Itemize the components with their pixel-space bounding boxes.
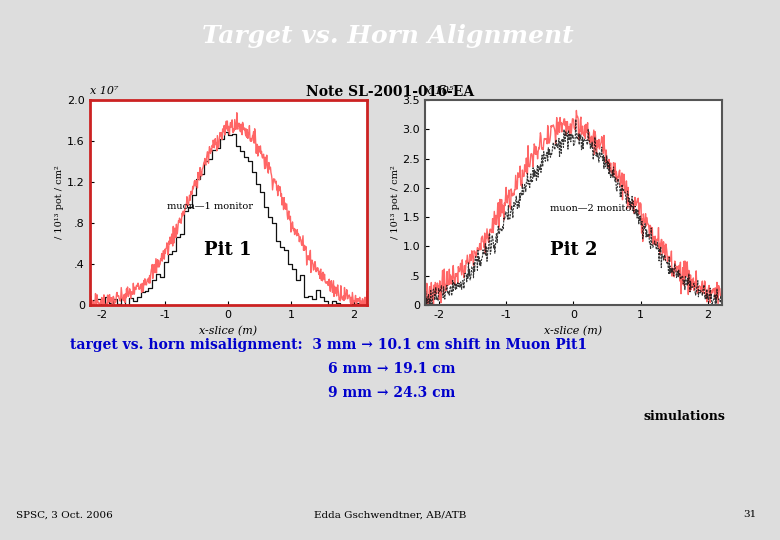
Y-axis label: / 10¹³ pot / cm²: / 10¹³ pot / cm² <box>55 166 64 239</box>
X-axis label: x-slice (m): x-slice (m) <box>199 326 257 336</box>
Y-axis label: / 10¹³ pot / cm²: / 10¹³ pot / cm² <box>391 166 399 239</box>
Text: muon—2 monitor: muon—2 monitor <box>550 204 636 213</box>
Text: Edda Gschwendtner, AB/ATB: Edda Gschwendtner, AB/ATB <box>314 510 466 519</box>
Text: target vs. horn misalignment:  3 mm → 10.1 cm shift in Muon Pit1: target vs. horn misalignment: 3 mm → 10.… <box>70 338 587 352</box>
X-axis label: x-slice (m): x-slice (m) <box>544 326 602 336</box>
Text: 31: 31 <box>743 510 757 519</box>
Text: x 10⁷: x 10⁷ <box>90 86 119 96</box>
Text: x 10⁵: x 10⁵ <box>425 86 454 96</box>
Text: muon—1 monitor: muon—1 monitor <box>167 202 254 211</box>
Text: Note SL-2001-016-EA: Note SL-2001-016-EA <box>306 85 474 99</box>
Text: simulations: simulations <box>644 410 725 423</box>
Text: Target vs. Horn Alignment: Target vs. Horn Alignment <box>202 24 574 49</box>
Text: 6 mm → 19.1 cm: 6 mm → 19.1 cm <box>328 362 455 376</box>
Text: Pit 1: Pit 1 <box>204 241 252 259</box>
Text: SPSC, 3 Oct. 2006: SPSC, 3 Oct. 2006 <box>16 510 112 519</box>
Text: 9 mm → 24.3 cm: 9 mm → 24.3 cm <box>328 386 455 400</box>
Text: Pit 2: Pit 2 <box>550 241 597 259</box>
